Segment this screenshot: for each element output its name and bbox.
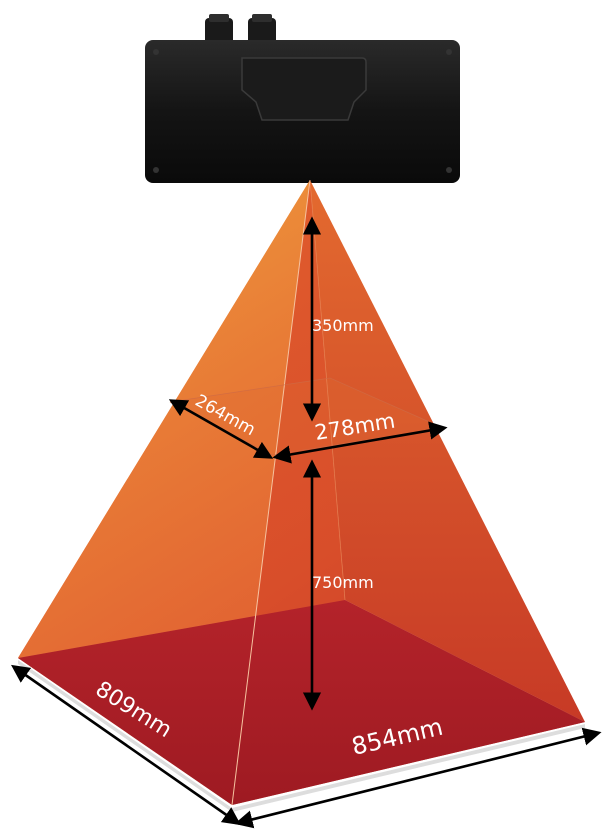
connector-left-ring bbox=[209, 14, 229, 22]
beam-pyramid bbox=[18, 179, 585, 812]
arrow-near-width bbox=[272, 421, 448, 464]
arrow-far-width bbox=[234, 727, 602, 829]
connector-left bbox=[205, 18, 233, 44]
connector-right-ring bbox=[252, 14, 272, 22]
dimension-arrows bbox=[11, 216, 602, 829]
edge-front bbox=[231, 179, 311, 806]
device-window bbox=[241, 57, 367, 121]
screw-tr bbox=[446, 49, 452, 55]
label-depth-near: 350mm bbox=[312, 316, 374, 335]
screw-tl bbox=[153, 49, 159, 55]
arrow-near-depth bbox=[168, 399, 274, 459]
sensor-device bbox=[145, 14, 460, 183]
screw-bl bbox=[153, 167, 159, 173]
label-depth-far: 750mm bbox=[312, 573, 374, 592]
connector-right bbox=[248, 18, 276, 44]
screw-br bbox=[446, 167, 452, 173]
arrow-far-depth bbox=[11, 664, 241, 826]
